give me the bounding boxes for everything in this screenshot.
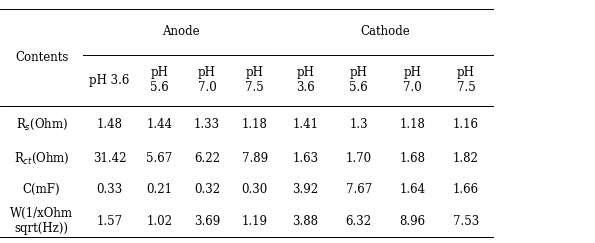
Text: 1.82: 1.82 — [453, 152, 479, 165]
Text: Contents: Contents — [15, 51, 68, 64]
Text: pH
5.6: pH 5.6 — [349, 66, 368, 94]
Text: pH
5.6: pH 5.6 — [150, 66, 169, 94]
Text: 7.53: 7.53 — [453, 215, 479, 228]
Text: 1.64: 1.64 — [399, 183, 425, 196]
Text: 3.92: 3.92 — [292, 183, 318, 196]
Text: pH
7.0: pH 7.0 — [403, 66, 422, 94]
Text: 5.67: 5.67 — [146, 152, 173, 165]
Text: 3.69: 3.69 — [194, 215, 220, 228]
Text: $\mathregular{R}_{ct}$(Ohm): $\mathregular{R}_{ct}$(Ohm) — [14, 151, 70, 166]
Text: pH
7.5: pH 7.5 — [245, 66, 264, 94]
Text: 6.32: 6.32 — [346, 215, 372, 228]
Text: pH
7.5: pH 7.5 — [456, 66, 475, 94]
Text: 1.3: 1.3 — [349, 118, 368, 131]
Text: 1.16: 1.16 — [453, 118, 479, 131]
Text: 1.18: 1.18 — [399, 118, 425, 131]
Text: $\mathregular{R}_{s}$(Ohm): $\mathregular{R}_{s}$(Ohm) — [15, 117, 68, 132]
Text: 1.66: 1.66 — [453, 183, 479, 196]
Text: 1.02: 1.02 — [146, 215, 173, 228]
Text: 0.33: 0.33 — [96, 183, 123, 196]
Text: 7.89: 7.89 — [242, 152, 268, 165]
Text: 1.48: 1.48 — [96, 118, 123, 131]
Text: 1.33: 1.33 — [194, 118, 220, 131]
Text: pH
7.0: pH 7.0 — [198, 66, 217, 94]
Text: 0.32: 0.32 — [194, 183, 220, 196]
Text: pH
3.6: pH 3.6 — [296, 66, 315, 94]
Text: 1.68: 1.68 — [399, 152, 425, 165]
Text: W(1/xOhm
sqrt(Hz)): W(1/xOhm sqrt(Hz)) — [10, 207, 73, 235]
Text: 31.42: 31.42 — [93, 152, 126, 165]
Text: 6.22: 6.22 — [194, 152, 220, 165]
Text: 1.19: 1.19 — [242, 215, 268, 228]
Text: 1.63: 1.63 — [292, 152, 318, 165]
Text: 1.57: 1.57 — [96, 215, 123, 228]
Text: 1.18: 1.18 — [242, 118, 268, 131]
Text: C(mF): C(mF) — [23, 183, 61, 196]
Text: 0.21: 0.21 — [146, 183, 173, 196]
Text: pH 3.6: pH 3.6 — [89, 74, 130, 87]
Text: 8.96: 8.96 — [399, 215, 425, 228]
Text: 1.44: 1.44 — [146, 118, 173, 131]
Text: 0.30: 0.30 — [242, 183, 268, 196]
Text: 3.88: 3.88 — [292, 215, 318, 228]
Text: 7.67: 7.67 — [346, 183, 372, 196]
Text: 1.41: 1.41 — [292, 118, 318, 131]
Text: Anode: Anode — [162, 25, 200, 38]
Text: 1.70: 1.70 — [346, 152, 372, 165]
Text: Cathode: Cathode — [361, 25, 411, 38]
